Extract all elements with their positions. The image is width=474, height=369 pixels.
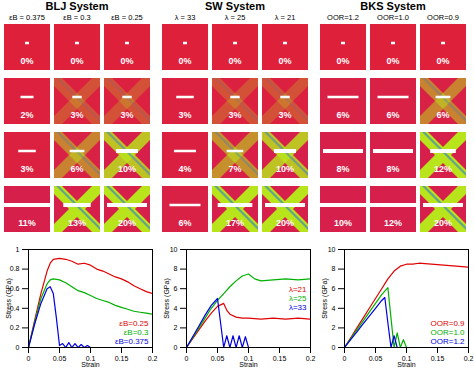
svg-text:12%: 12%: [384, 218, 402, 228]
svg-text:4%: 4%: [178, 164, 191, 174]
svg-text:0%: 0%: [120, 56, 133, 66]
svg-text:12%: 12%: [434, 164, 452, 174]
svg-text:6: 6: [332, 285, 336, 292]
svg-text:εB = 0.3: εB = 0.3: [63, 13, 90, 22]
svg-text:εB=0.375: εB=0.375: [115, 337, 149, 346]
svg-text:0: 0: [27, 355, 31, 362]
svg-text:OOR=0.9: OOR=0.9: [430, 319, 465, 328]
svg-text:0%: 0%: [70, 56, 83, 66]
svg-text:0.1: 0.1: [85, 355, 96, 363]
svg-text:Strain: Strain: [81, 361, 99, 368]
svg-text:6%: 6%: [436, 110, 449, 120]
svg-text:3%: 3%: [178, 110, 191, 120]
svg-text:0.8: 0.8: [10, 265, 20, 272]
svg-text:εB = 0.375: εB = 0.375: [9, 13, 45, 22]
svg-text:0.15: 0.15: [431, 355, 445, 362]
svg-text:0.4: 0.4: [9, 304, 20, 312]
svg-text:BLJ System: BLJ System: [46, 0, 109, 12]
svg-text:3%: 3%: [20, 164, 33, 174]
svg-text:OOR=1.2: OOR=1.2: [327, 13, 359, 22]
svg-text:0.6: 0.6: [9, 284, 20, 292]
svg-text:0%: 0%: [386, 56, 399, 66]
svg-text:10%: 10%: [334, 218, 352, 228]
svg-text:6: 6: [174, 285, 178, 292]
svg-text:6%: 6%: [336, 110, 349, 120]
svg-text:20%: 20%: [434, 218, 452, 228]
svg-text:6%: 6%: [178, 218, 191, 228]
svg-text:2: 2: [174, 324, 178, 331]
svg-text:3%: 3%: [278, 110, 291, 120]
svg-text:εB=0.3: εB=0.3: [124, 328, 149, 337]
svg-text:Strain: Strain: [397, 361, 415, 368]
svg-text:0: 0: [332, 344, 336, 351]
svg-text:0%: 0%: [20, 56, 33, 66]
svg-text:10%: 10%: [118, 164, 136, 174]
svg-text:3%: 3%: [228, 110, 241, 120]
svg-text:13%: 13%: [68, 218, 86, 228]
svg-text:4: 4: [174, 305, 178, 312]
svg-text:SW System: SW System: [205, 0, 265, 12]
svg-text:BKS System: BKS System: [360, 0, 426, 12]
svg-text:λ = 25: λ = 25: [225, 13, 246, 22]
svg-text:0.2: 0.2: [148, 355, 158, 362]
svg-text:6%: 6%: [386, 110, 399, 120]
svg-text:11%: 11%: [18, 218, 36, 228]
svg-text:0%: 0%: [336, 56, 349, 66]
svg-text:λ=25: λ=25: [289, 294, 307, 303]
svg-text:Strain: Strain: [239, 361, 257, 368]
svg-text:6%: 6%: [70, 164, 83, 174]
svg-text:Stress (GPa): Stress (GPa): [5, 278, 13, 318]
svg-text:λ=33: λ=33: [289, 303, 307, 312]
svg-text:λ = 33: λ = 33: [175, 13, 196, 22]
svg-text:10: 10: [328, 246, 336, 253]
svg-text:εB = 0.25: εB = 0.25: [111, 13, 143, 22]
svg-text:0.15: 0.15: [115, 355, 129, 362]
svg-text:0.2: 0.2: [306, 355, 316, 362]
svg-text:0: 0: [185, 355, 189, 362]
svg-text:0%: 0%: [278, 56, 291, 66]
svg-text:7%: 7%: [228, 164, 241, 174]
svg-text:10: 10: [170, 246, 178, 253]
svg-text:8: 8: [174, 265, 178, 272]
svg-text:0.1: 0.1: [401, 355, 412, 363]
svg-text:0.2: 0.2: [464, 355, 474, 362]
svg-text:20%: 20%: [276, 218, 294, 228]
svg-text:8%: 8%: [386, 164, 399, 174]
svg-text:λ = 21: λ = 21: [275, 13, 296, 22]
svg-text:0.05: 0.05: [53, 355, 67, 362]
svg-text:10%: 10%: [276, 164, 294, 174]
svg-text:Stress (GPa): Stress (GPa): [321, 278, 329, 318]
svg-text:OOR=0.9: OOR=0.9: [427, 13, 459, 22]
svg-text:0.05: 0.05: [369, 355, 383, 362]
svg-text:3%: 3%: [120, 110, 133, 120]
svg-text:8%: 8%: [336, 164, 349, 174]
svg-text:0.05: 0.05: [211, 355, 225, 362]
svg-text:OOR=1.0: OOR=1.0: [430, 328, 465, 337]
svg-text:0: 0: [343, 355, 347, 362]
svg-text:λ=21: λ=21: [289, 285, 307, 294]
svg-text:0: 0: [174, 344, 178, 351]
svg-text:0%: 0%: [228, 56, 241, 66]
svg-text:2%: 2%: [20, 110, 33, 120]
svg-text:4: 4: [332, 305, 336, 312]
svg-text:2: 2: [332, 324, 336, 331]
svg-text:Stress (GPa): Stress (GPa): [163, 278, 171, 318]
svg-text:17%: 17%: [226, 218, 244, 228]
svg-text:0%: 0%: [178, 56, 191, 66]
svg-text:0.2: 0.2: [10, 324, 20, 331]
svg-text:3%: 3%: [70, 110, 83, 120]
svg-text:OOR=1.2: OOR=1.2: [430, 337, 465, 346]
svg-text:0.15: 0.15: [273, 355, 287, 362]
svg-text:8: 8: [332, 265, 336, 272]
svg-text:OOR=1.0: OOR=1.0: [377, 13, 409, 22]
svg-text:0: 0: [16, 344, 20, 351]
svg-text:1: 1: [16, 246, 20, 253]
svg-text:0.1: 0.1: [243, 355, 254, 363]
svg-text:εB=0.25: εB=0.25: [119, 319, 149, 328]
svg-text:0%: 0%: [436, 56, 449, 66]
svg-text:20%: 20%: [118, 218, 136, 228]
